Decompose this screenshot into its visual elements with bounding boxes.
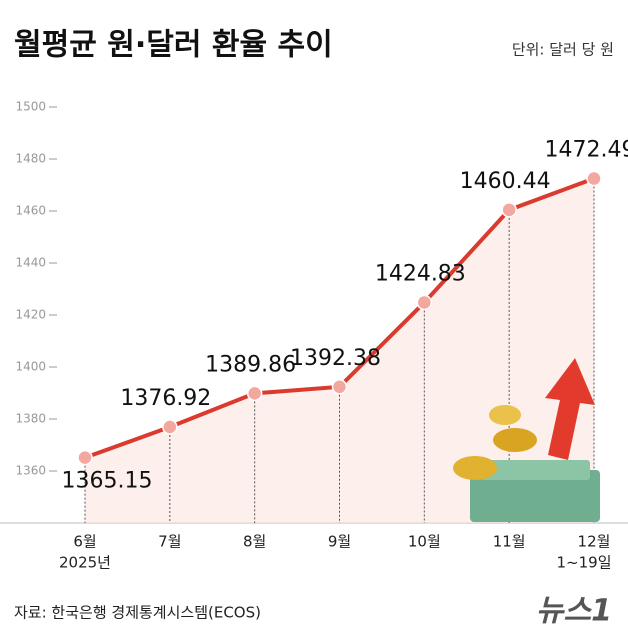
coin — [493, 428, 537, 452]
point — [77, 449, 93, 466]
illustration — [453, 358, 600, 522]
y-tick-label: 1380 — [15, 412, 46, 426]
value-label: 1376.92 — [120, 386, 211, 411]
logo: 뉴스1 — [536, 594, 612, 629]
x-tick-label: 12월 — [578, 533, 611, 551]
plot: 1360 1380 1400 1420 1440 1460 1480 1500 1365.15 1… — [0, 100, 628, 572]
unit-label: 단위: 달러 당 원 — [512, 41, 614, 59]
y-tick-label: 1400 — [15, 360, 46, 374]
y-tick-label: 1360 — [15, 464, 46, 478]
x-tick-label: 8월 — [243, 533, 266, 551]
coin — [489, 405, 521, 425]
x-tick-label: 7월 — [158, 533, 181, 551]
value-label: 1460.44 — [460, 169, 551, 194]
value-label: 1365.15 — [62, 469, 153, 494]
x-tick-label: 11월 — [493, 533, 526, 551]
point — [501, 202, 517, 218]
chart-title: 월평균 원·달러 환율 추이 — [14, 28, 333, 63]
point — [586, 170, 602, 187]
x-tick-sublabel: 2025년 — [59, 554, 111, 572]
value-label: 1392.38 — [290, 346, 381, 371]
coin — [453, 456, 497, 480]
value-label: 1424.83 — [375, 261, 466, 286]
value-label: 1389.86 — [205, 352, 296, 377]
y-tick-label: 1480 — [15, 152, 46, 166]
x-tick-sublabel: 1~19일 — [557, 554, 612, 572]
source: 자료: 한국은행 경제통계시스템(ECOS) — [14, 604, 261, 622]
x-tick-label: 9월 — [328, 533, 351, 551]
point — [246, 385, 263, 402]
point — [416, 294, 433, 311]
x-tick-label: 6월 — [73, 533, 96, 551]
value-label: 1472.49 — [545, 138, 628, 163]
point — [162, 419, 178, 435]
banknotes — [470, 470, 600, 522]
y-tick-label: 1420 — [15, 308, 46, 322]
up-arrow — [545, 358, 595, 460]
point — [331, 379, 348, 395]
x-tick-label: 10월 — [408, 533, 441, 551]
y-tick-label: 1500 — [15, 100, 46, 114]
banknotes — [480, 460, 590, 480]
y-tick-label: 1460 — [15, 204, 46, 218]
y-tick-label: 1440 — [15, 256, 46, 270]
area — [85, 178, 594, 523]
